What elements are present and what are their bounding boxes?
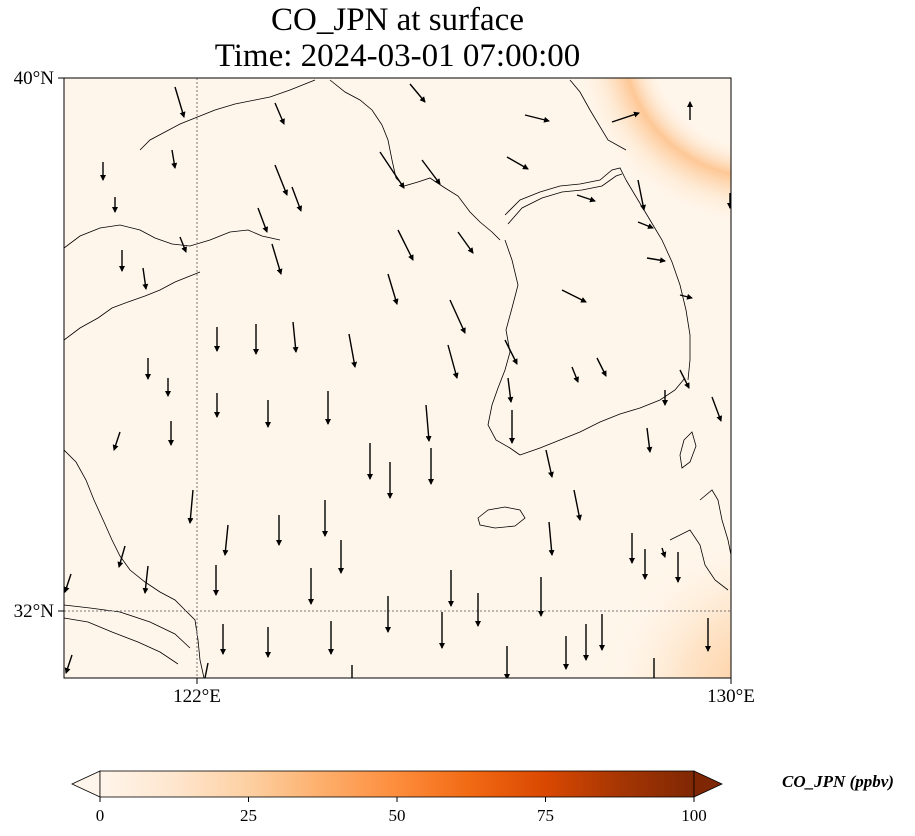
wind-arrow (447, 344, 459, 379)
coastline-japan-sea (569, 79, 627, 151)
wind-arrow (425, 404, 432, 442)
colorbar-extend-max (693, 770, 723, 798)
wind-arrow (646, 257, 666, 264)
wind-arrow (679, 293, 693, 300)
wind-arrow (142, 565, 149, 594)
wind-arrow (274, 164, 288, 196)
wind-arrow (64, 654, 73, 674)
colorbar: 0 25 50 75 100 CO_JPN (ppbv) (71, 770, 894, 825)
colorbar-tick-label: 50 (389, 806, 406, 825)
map-frame (63, 77, 732, 679)
wind-arrow (637, 221, 654, 229)
colorbar-tick-label: 100 (681, 806, 707, 825)
wind-arrow (646, 427, 653, 453)
colorbar-gradient (99, 770, 695, 798)
wind-arrow (379, 151, 405, 189)
coastline-kyushu (699, 489, 731, 556)
wind-arrow (174, 86, 186, 118)
wind-arrow (421, 159, 441, 185)
wind-arrow (637, 179, 646, 211)
wind-arrow (573, 489, 582, 521)
wind-arrow (112, 431, 121, 451)
wind-arrow (271, 243, 283, 275)
co-plume-southeast (64, 78, 731, 678)
coastline-tsushima (679, 431, 697, 469)
wind-arrow (576, 194, 596, 203)
colorbar-extend-min (71, 770, 101, 798)
wind-arrow (561, 289, 587, 303)
map-title: CO_JPN at surface Time: 2024-03-01 07:00… (64, 2, 731, 74)
wind-arrow (457, 231, 474, 254)
colorbar-tick-label: 0 (96, 806, 105, 825)
title-line-1: CO_JPN at surface (271, 2, 524, 38)
wind-arrow (291, 186, 303, 212)
wind-arrow (187, 489, 194, 524)
lon-label-122: 122°E (173, 686, 221, 707)
coastline-korea-south (519, 377, 686, 456)
colorbar-ticks: 0 25 50 75 100 (96, 797, 707, 825)
wind-arrow (596, 357, 607, 377)
title-line-2: Time: 2024-03-01 07:00:00 (214, 38, 581, 74)
axis-ticks: 40°N 32°N 122°E 130°E (14, 68, 755, 707)
wind-arrow (171, 149, 178, 169)
coastline-liaodong (139, 79, 316, 151)
coastline-yangtze (64, 604, 191, 649)
wind-arrow (257, 207, 269, 233)
wind-arrow (524, 114, 550, 123)
wind-arrow (545, 449, 554, 478)
lat-label-32: 32°N (14, 601, 55, 622)
colorbar-label: CO_JPN (ppbv) (782, 772, 894, 791)
lat-label-40: 40°N (14, 68, 55, 89)
wind-arrow (292, 321, 299, 353)
coastline-shandong-south (64, 271, 201, 341)
wind-arrow (397, 229, 414, 261)
coastline-korea-border (504, 167, 627, 216)
coastline-yangtze-2 (64, 617, 179, 665)
wind-arrow (611, 111, 640, 123)
wind-arrow (571, 366, 579, 383)
lon-label-130: 130°E (707, 686, 755, 707)
coastline-korea-border-2 (507, 173, 623, 225)
wind-arrow (387, 273, 399, 305)
wind-arrow (204, 662, 209, 678)
wind-arrow (222, 524, 229, 556)
coastline-korea-west (487, 239, 521, 456)
coastline-jeju (477, 506, 526, 529)
wind-arrow (142, 267, 149, 290)
colorbar-tick-label: 75 (537, 806, 554, 825)
map-plot-area (64, 78, 731, 678)
wind-arrow (449, 299, 466, 334)
wind-arrow (506, 156, 529, 170)
wind-arrow (117, 545, 126, 568)
wind-arrow (711, 396, 723, 422)
wind-arrow (274, 102, 285, 125)
wind-arrow (548, 521, 555, 556)
wind-arrow (64, 573, 72, 593)
wind-arrow (507, 377, 514, 403)
wind-arrow (348, 333, 358, 368)
coastline-shandong (64, 224, 281, 249)
wind-arrow (409, 83, 426, 103)
wind-arrow (679, 369, 690, 389)
colorbar-tick-label: 25 (240, 806, 257, 825)
wind-arrow (179, 236, 187, 253)
wind-arrow (504, 339, 518, 365)
wind-vectors (64, 83, 731, 678)
wind-arrow (660, 547, 667, 558)
coastline-kyushu-2 (669, 529, 729, 591)
